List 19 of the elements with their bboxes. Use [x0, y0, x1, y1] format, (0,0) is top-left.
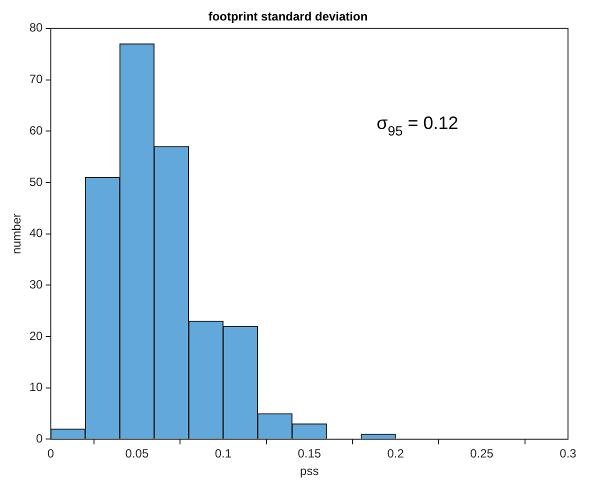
y-tick-label: 50 [29, 174, 44, 189]
y-tick-label: 40 [29, 226, 44, 240]
x-tick-label: 0.05 [125, 446, 149, 461]
x-tick-label: 0 [47, 446, 54, 461]
y-tick-label: 20 [29, 328, 44, 343]
y-axis-title: number [10, 213, 24, 254]
y-tick-label: 80 [29, 20, 44, 35]
x-tick-label: 0.25 [470, 446, 494, 461]
x-tick-label: 0.2 [387, 446, 404, 461]
y-tick-label: 10 [29, 380, 44, 394]
y-tick-label: 0 [36, 432, 44, 446]
y-tick-label: 60 [29, 123, 44, 138]
x-tick-label: 0.15 [298, 446, 322, 461]
y-tick-label: 30 [29, 277, 44, 292]
y-tick-label: 70 [29, 72, 44, 86]
chart-title: footprint standard deviation [208, 10, 368, 24]
x-tick-label: 0.3 [560, 446, 577, 461]
x-tick-label: 0.1 [214, 446, 232, 461]
x-axis-title: pss [300, 464, 319, 478]
